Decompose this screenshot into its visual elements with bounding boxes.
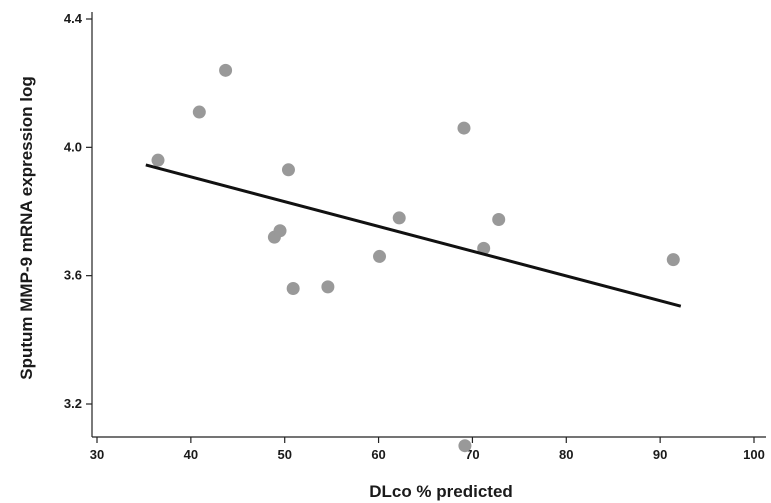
x-tick-label: 60: [371, 447, 385, 462]
data-point: [458, 439, 472, 453]
data-points: [151, 63, 680, 453]
data-point: [492, 213, 506, 227]
data-point: [477, 241, 491, 255]
data-point: [321, 280, 335, 294]
data-point: [192, 105, 206, 119]
data-point: [151, 153, 165, 167]
x-tick-label: 90: [653, 447, 667, 462]
regression-line: [145, 163, 682, 308]
x-tick-label: 80: [559, 447, 573, 462]
x-tick-label: 40: [184, 447, 198, 462]
data-point: [373, 249, 387, 263]
y-axis-title: Sputum MMP-9 mRNA expression log: [17, 76, 36, 380]
y-tick-label: 4.4: [64, 11, 83, 26]
y-tick-label: 3.2: [64, 396, 82, 411]
x-tick-label: 100: [743, 447, 765, 462]
x-tick-label: 50: [277, 447, 291, 462]
axes: [91, 12, 766, 438]
data-point: [286, 282, 300, 295]
data-point: [219, 63, 233, 77]
y-tick-label: 3.6: [64, 268, 82, 283]
data-point: [281, 163, 295, 177]
data-point: [666, 253, 680, 267]
data-point: [392, 211, 406, 225]
data-point: [273, 224, 287, 238]
y-tick-label: 4.0: [64, 139, 82, 154]
x-tick-label: 30: [90, 447, 104, 462]
x-axis-title: DLco % predicted: [369, 482, 513, 501]
data-point: [457, 121, 471, 135]
x-ticks: 30 40 50 60 70 80 90 100: [90, 437, 765, 462]
y-ticks: 3.2 3.6 4.0 4.4: [64, 11, 92, 411]
